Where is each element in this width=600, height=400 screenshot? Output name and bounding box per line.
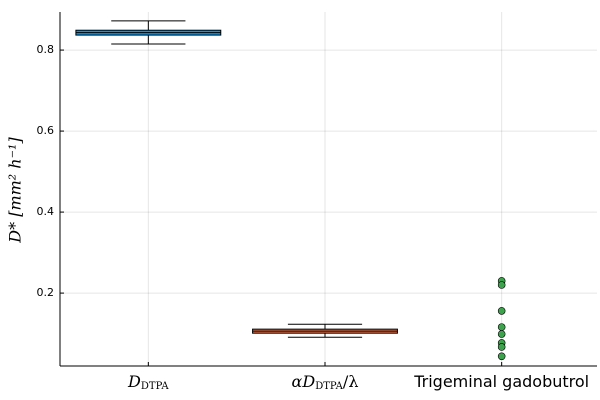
label-part: Trigeminal gadobutrol	[413, 372, 589, 391]
point	[497, 323, 506, 331]
y-tick-label: 0.4	[37, 205, 55, 218]
y-axis-label: D* [mm² h⁻¹]	[6, 137, 25, 244]
point	[497, 330, 506, 338]
x-tick-label: DDTPA	[127, 372, 169, 392]
x-tick-label: Trigeminal gadobutrol	[413, 372, 589, 391]
label-part: /λ	[343, 372, 359, 391]
label-part: D	[127, 372, 141, 391]
y-tick-label: 0.2	[37, 286, 55, 299]
point	[497, 352, 506, 361]
label-part: αD	[292, 372, 316, 391]
y-tick-label: 0.8	[37, 43, 55, 56]
label-part: DTPA	[315, 381, 343, 392]
label-part: DTPA	[141, 381, 169, 392]
y-tick-label: 0.6	[37, 124, 55, 137]
point	[497, 343, 506, 351]
point	[497, 307, 506, 315]
point	[497, 281, 506, 289]
x-tick-label: αDDTPA/λ	[292, 372, 359, 392]
